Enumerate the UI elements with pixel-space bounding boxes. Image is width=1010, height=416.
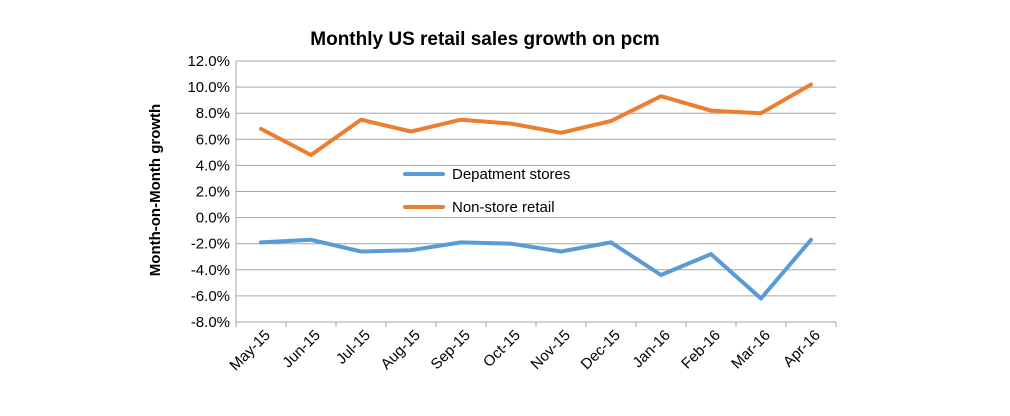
series-lines — [259, 82, 813, 301]
x-tick-label: Jan-16 — [629, 327, 673, 371]
y-tick-label: 12.0% — [187, 53, 230, 70]
y-tick-label: 6.0% — [196, 131, 230, 148]
x-tick-label: Nov-15 — [528, 327, 574, 373]
y-tick-label: 8.0% — [196, 105, 230, 122]
series-line-department-stores — [259, 237, 813, 301]
x-tick-label: Jul-15 — [333, 327, 374, 368]
y-tick-label: -4.0% — [191, 262, 230, 279]
y-tick-label: 0.0% — [196, 210, 230, 227]
y-tick-label: -2.0% — [191, 236, 230, 253]
legend: Depatment stores Non-store retail — [403, 166, 570, 216]
y-tick-label: 4.0% — [196, 157, 230, 174]
x-tick-label: Sep-15 — [428, 327, 474, 373]
y-axis-label: Month-on-Month growth — [147, 104, 164, 276]
y-tick-labels: 12.0% 10.0% 8.0% 6.0% 4.0% 2.0% 0.0% -2.0% -4.0%… — [187, 53, 230, 331]
x-tick-labels: May-15 Jun-15 Jul-15 Aug-15 Sep-15 Oct-15 Nov-… — [226, 327, 823, 374]
y-tick-label: 2.0% — [196, 184, 230, 201]
x-tick-label: Dec-15 — [578, 327, 624, 373]
x-tick-label: Aug-15 — [378, 327, 424, 373]
x-tick-label: Mar-16 — [728, 327, 774, 373]
series-line-non-store-retail — [259, 82, 813, 157]
legend-label: Depatment stores — [452, 166, 570, 183]
chart-title: Monthly US retail sales growth on pcm — [310, 29, 659, 50]
y-tick-label: 10.0% — [187, 79, 230, 96]
legend-label: Non-store retail — [452, 199, 555, 216]
x-tick-label: Feb-16 — [678, 327, 724, 373]
gridlines — [235, 60, 837, 327]
x-tick-label: May-15 — [226, 327, 273, 374]
y-tick-label: -8.0% — [191, 314, 230, 331]
x-tick-label: Oct-15 — [480, 327, 524, 371]
x-tick-label: Apr-16 — [780, 327, 824, 371]
x-tick-label: Jun-15 — [279, 327, 323, 371]
y-tick-label: -6.0% — [191, 288, 230, 305]
